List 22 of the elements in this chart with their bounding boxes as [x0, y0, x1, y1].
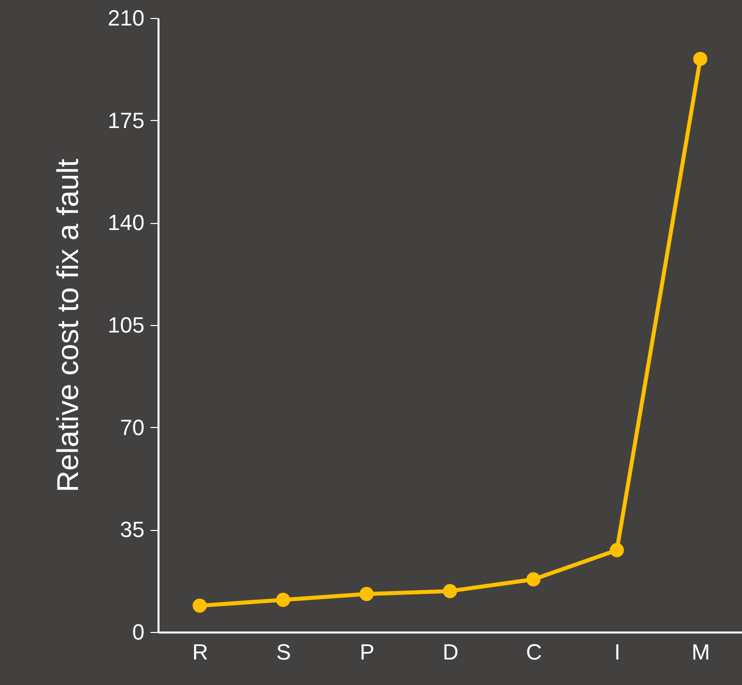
x-tick-label: D	[442, 640, 458, 664]
point	[442, 584, 458, 598]
point	[360, 586, 374, 602]
y-tick-label: 105	[108, 312, 144, 338]
x-tick-label: M	[692, 640, 710, 664]
point	[276, 592, 290, 607]
point	[693, 52, 708, 66]
x-tick-label: R	[192, 640, 208, 664]
y-tick-label: 0	[132, 620, 144, 644]
point	[610, 543, 624, 558]
y-tick-label: 70	[120, 414, 144, 440]
point	[526, 572, 540, 586]
y-tick-label: 140	[108, 210, 144, 236]
x-tick-label: S	[276, 640, 291, 664]
x-tick-label: P	[360, 640, 374, 664]
x-tick-label: I	[614, 640, 620, 664]
x-tick-label: C	[526, 640, 542, 664]
y-axis-title: Relative cost to fix a fault	[52, 158, 85, 492]
point	[192, 598, 207, 613]
y-tick-label: 35	[120, 517, 144, 542]
y-tick-label: 175	[108, 108, 144, 133]
y-tick-label: 210	[108, 6, 144, 30]
